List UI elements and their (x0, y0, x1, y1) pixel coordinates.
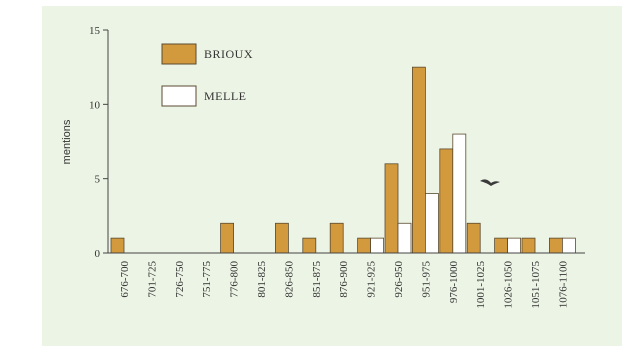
x-category-label: 851-875 (311, 261, 323, 298)
bar-brioux-851-875 (302, 237, 317, 254)
bar-melle-951-975 (424, 193, 439, 254)
bar-melle-1076-1100 (562, 237, 576, 254)
chart-panel-background (42, 6, 622, 346)
y-tick-label: 5 (95, 174, 101, 186)
legend-swatch-melle (161, 85, 197, 107)
bar-brioux-976-1000 (439, 148, 454, 254)
x-category-label: 876-900 (338, 261, 350, 298)
x-category-label: 1051-1075 (530, 261, 542, 309)
bar-brioux-951-975 (411, 66, 426, 254)
bar-melle-976-1000 (452, 133, 467, 254)
y-axis-title: mentions (61, 119, 73, 164)
bar-brioux-1001-1025 (466, 222, 481, 254)
bar-brioux-1076-1100 (549, 237, 563, 254)
legend-label-melle: MELLE (204, 89, 247, 103)
x-category-label: 1026-1050 (503, 261, 515, 309)
x-category-label: 801-825 (256, 261, 268, 298)
x-category-label: 1001-1025 (475, 261, 487, 309)
bar-brioux-826-850 (274, 222, 289, 254)
bird-icon (480, 179, 500, 186)
bar-brioux-1026-1050 (494, 237, 509, 254)
x-category-label: 1076-1100 (557, 261, 569, 309)
y-tick-label: 10 (89, 99, 101, 111)
x-category-label: 976-1000 (448, 261, 460, 304)
y-tick-label: 15 (89, 25, 101, 37)
bar-brioux-876-900 (329, 222, 344, 254)
x-category-label: 701-725 (146, 261, 158, 298)
bar-melle-1026-1050 (507, 237, 522, 254)
x-category-label: 676-700 (119, 261, 131, 298)
x-category-label: 751-775 (201, 261, 213, 298)
x-category-label: 776-800 (229, 261, 241, 298)
bar-melle-921-925 (370, 237, 385, 254)
legend-label-brioux: BRIOUX (204, 47, 253, 61)
x-category-label: 921-925 (366, 261, 378, 298)
x-category-labels: 676-700 701-725 726-750 751-775 776-800 801-8… (119, 261, 569, 309)
x-category-label: 951-975 (420, 261, 432, 298)
bar-brioux-921-925 (357, 237, 372, 254)
x-category-label: 826-850 (283, 261, 295, 298)
bar-brioux-776-800 (220, 222, 235, 254)
y-ticks: 0 5 10 15 (89, 25, 108, 260)
bar-brioux-676-700 (110, 237, 125, 254)
x-category-label: 726-750 (174, 261, 186, 298)
bar-brioux-926-950 (384, 163, 399, 254)
legend-swatch-brioux (161, 43, 197, 65)
y-tick-label: 0 (95, 248, 101, 260)
legend: BRIOUX MELLE (161, 43, 253, 107)
x-category-label: 926-950 (393, 261, 405, 298)
bar-brioux-1051-1075 (521, 237, 536, 254)
bar-melle-926-950 (397, 222, 412, 254)
